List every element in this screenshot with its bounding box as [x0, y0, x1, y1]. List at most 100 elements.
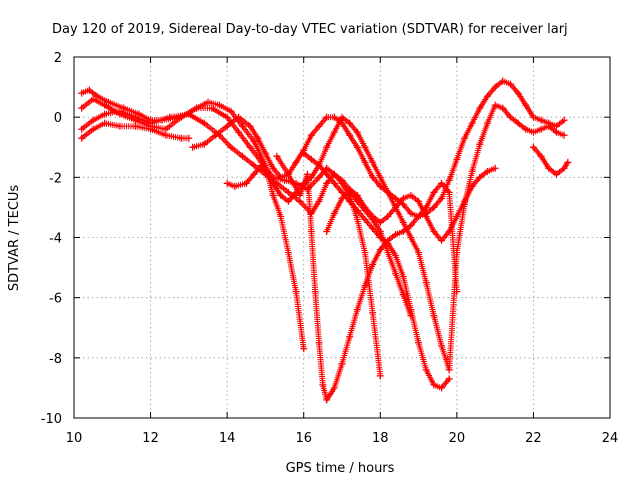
data-point	[300, 345, 308, 353]
data-point	[476, 140, 484, 148]
data-point	[361, 282, 369, 290]
data-point	[223, 122, 231, 130]
data-point	[323, 170, 331, 178]
data-point	[353, 128, 361, 136]
data-point	[445, 366, 453, 374]
data-point	[499, 77, 507, 85]
data-point	[296, 197, 304, 205]
data-point	[101, 101, 109, 109]
data-point	[204, 98, 212, 106]
data-point	[330, 384, 338, 392]
x-tick-label: 22	[525, 431, 542, 446]
data-point	[258, 161, 266, 169]
data-point	[346, 131, 354, 139]
data-point	[522, 125, 530, 133]
y-tick-label: 2	[54, 51, 62, 66]
data-point	[514, 119, 522, 127]
data-point	[185, 110, 193, 118]
data-point	[430, 188, 438, 196]
data-point	[330, 113, 338, 121]
data-point	[407, 221, 415, 229]
data-point	[162, 125, 170, 133]
data-point	[353, 191, 361, 199]
data-point	[284, 188, 292, 196]
data-point	[483, 92, 491, 100]
data-point	[399, 273, 407, 281]
data-point	[330, 209, 338, 217]
data-point	[361, 249, 369, 257]
series-trace-6	[223, 101, 568, 374]
y-tick-label: 0	[54, 111, 62, 126]
data-point	[407, 234, 415, 241]
data-point	[193, 104, 201, 112]
data-point	[445, 375, 453, 383]
data-point	[392, 230, 400, 238]
data-point	[384, 212, 392, 220]
data-point	[89, 116, 97, 124]
data-point	[422, 366, 430, 374]
data-point	[506, 80, 514, 88]
data-point	[461, 197, 469, 205]
x-tick-label: 20	[449, 431, 466, 446]
series-trace-7	[273, 77, 568, 404]
data-point	[476, 173, 484, 181]
data-point	[491, 83, 499, 91]
data-point	[238, 152, 246, 160]
data-point	[338, 194, 346, 202]
y-tick-label: -8	[49, 352, 62, 367]
data-point	[564, 158, 572, 166]
data-point	[415, 212, 423, 220]
data-point	[399, 227, 407, 235]
data-point	[338, 113, 346, 121]
data-point	[235, 128, 243, 136]
data-point	[277, 212, 285, 220]
data-point	[384, 188, 392, 196]
data-point	[438, 384, 446, 392]
data-point	[552, 122, 560, 130]
data-point	[235, 113, 243, 121]
data-point	[101, 119, 109, 127]
data-point	[200, 119, 208, 127]
data-point	[468, 119, 476, 127]
data-point	[319, 381, 327, 389]
data-point	[461, 134, 469, 142]
data-point	[315, 161, 323, 169]
data-point	[101, 110, 109, 118]
data-point	[415, 249, 423, 257]
data-point	[392, 203, 400, 211]
data-point	[346, 197, 354, 205]
data-point	[468, 182, 476, 190]
data-point	[399, 218, 407, 226]
data-point	[284, 249, 292, 257]
data-point	[250, 137, 258, 145]
series-trace-8	[300, 149, 453, 392]
data-point	[250, 161, 258, 169]
data-point	[506, 113, 514, 121]
data-point	[453, 212, 461, 220]
data-point	[323, 396, 331, 404]
data-point	[131, 113, 139, 121]
data-point	[346, 119, 354, 127]
data-point	[269, 191, 277, 199]
data-point	[522, 101, 530, 109]
data-point	[284, 170, 292, 178]
data-point	[85, 86, 93, 94]
data-point	[392, 252, 400, 260]
data-point	[376, 246, 384, 254]
data-point	[476, 104, 484, 112]
data-point	[242, 179, 250, 187]
data-series	[78, 77, 572, 404]
data-point	[445, 227, 453, 235]
data-point	[369, 261, 377, 269]
data-point	[529, 113, 537, 121]
data-point	[369, 173, 377, 181]
data-point	[415, 339, 423, 347]
data-point	[330, 128, 338, 136]
data-point	[529, 143, 537, 151]
data-point	[491, 101, 499, 109]
data-point	[315, 197, 323, 205]
data-point	[269, 179, 277, 187]
data-point	[560, 164, 568, 172]
data-point	[560, 116, 568, 124]
data-point	[323, 143, 331, 151]
